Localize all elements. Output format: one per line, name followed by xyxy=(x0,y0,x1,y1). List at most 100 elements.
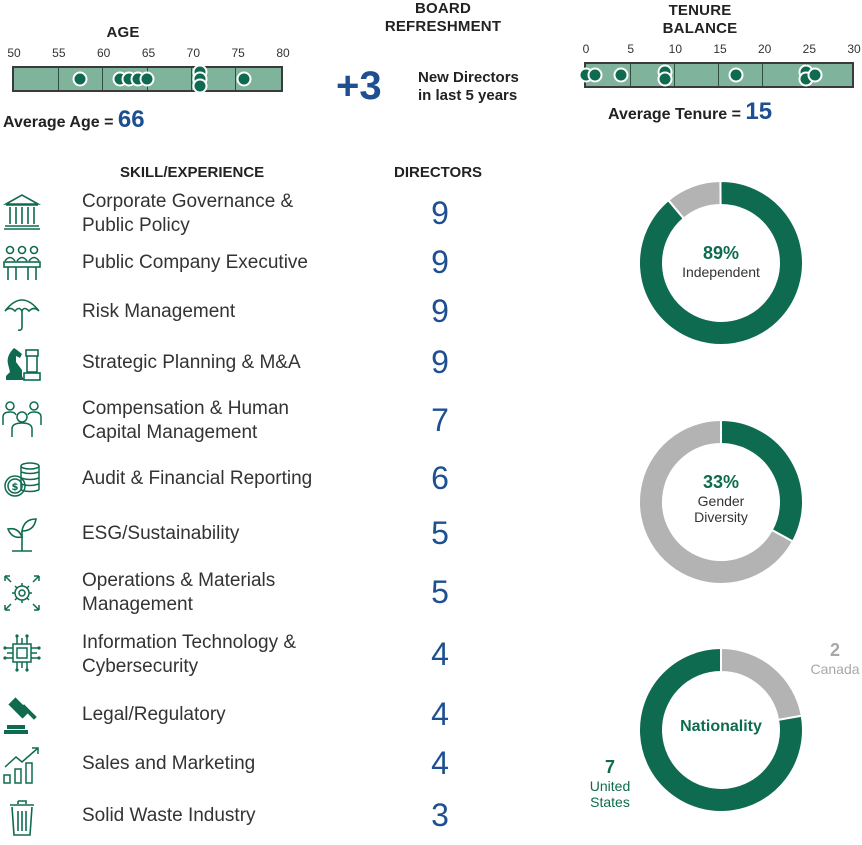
united-states-count: 7 xyxy=(604,757,615,777)
skill-label: ESG/Sustainability xyxy=(82,523,240,544)
skill-count: 9 xyxy=(431,195,449,231)
coin-stacks-icon: $ xyxy=(4,462,40,497)
tenure-tick-label: 20 xyxy=(757,42,772,56)
united-states-label: 7 United States xyxy=(580,756,640,810)
gender-diversity-caption-2: Diversity xyxy=(694,509,748,525)
gender-diversity-percent: 33% xyxy=(702,472,740,492)
skill-row: Corporate Governance & Public Policy 9 xyxy=(0,190,500,240)
canada-count: 2 xyxy=(829,640,840,660)
age-tick-label: 80 xyxy=(276,46,290,60)
skill-row: Public Company Executive 9 xyxy=(0,242,500,292)
trash-bin-icon xyxy=(10,800,34,836)
skill-row: Operations & Materials Management 5 xyxy=(0,569,500,619)
gender-diversity-donut xyxy=(638,419,804,585)
skill-label: Audit & Financial Reporting xyxy=(82,468,313,489)
skill-row: Risk Management 9 xyxy=(0,291,500,341)
skill-label: Corporate Governance & Public Policy xyxy=(82,191,294,236)
skill-count: 9 xyxy=(431,344,449,380)
age-gridline xyxy=(58,68,60,90)
gavel-icon xyxy=(4,697,37,734)
microchip-icon xyxy=(3,634,41,672)
umbrella-icon xyxy=(4,299,40,331)
skill-column-header: SKILL/EXPERIENCE xyxy=(120,164,265,181)
svg-text:$: $ xyxy=(12,482,19,493)
gear-arrows-icon xyxy=(4,575,40,611)
skill-count: 6 xyxy=(431,460,449,496)
age-gridline xyxy=(102,68,104,90)
tenure-data-point xyxy=(613,67,629,83)
gender-diversity-slice xyxy=(638,419,795,585)
tenure-title: TENURE BALANCE xyxy=(650,2,750,38)
age-gridline xyxy=(234,68,236,90)
age-scale xyxy=(12,64,283,94)
gender-diversity-donut-label: 33% Gender Diversity xyxy=(668,472,774,525)
skill-row: ESG/Sustainability 5 xyxy=(0,513,500,563)
skill-label: Risk Management xyxy=(82,301,236,322)
age-data-point xyxy=(192,78,207,94)
directors-column-header: DIRECTORS xyxy=(394,164,483,181)
nationality-slice xyxy=(638,647,804,813)
tenure-tick-label: 0 xyxy=(582,42,590,56)
skill-row: Information Technology & Cybersecurity 4 xyxy=(0,631,500,681)
gender-diversity-caption-1: Gender xyxy=(697,493,745,509)
government-building-icon xyxy=(2,194,42,230)
tenure-tick-label: 15 xyxy=(713,42,727,56)
skill-count: 5 xyxy=(431,574,449,610)
age-data-point xyxy=(236,71,252,87)
chess-pieces-icon xyxy=(6,348,41,381)
skill-count: 9 xyxy=(431,293,449,329)
age-data-point xyxy=(139,71,154,87)
skill-label: Sales and Marketing xyxy=(82,753,256,774)
age-title: AGE xyxy=(106,24,140,41)
skill-label: Information Technology & Cybersecurity xyxy=(82,632,297,677)
skill-count: 9 xyxy=(431,244,449,280)
average-age: Average Age = 66 xyxy=(3,106,145,134)
tenure-scale xyxy=(578,62,854,88)
skill-label: Strategic Planning & M&A xyxy=(82,352,301,373)
average-tenure: Average Tenure = 15 xyxy=(608,98,772,126)
refreshment-title-line2: REFRESHMENT xyxy=(384,18,502,35)
tenure-gridline xyxy=(718,64,719,86)
age-tick-label: 70 xyxy=(186,46,201,60)
independence-percent: 89% xyxy=(702,243,740,263)
tenure-gridline xyxy=(674,64,675,86)
skill-row: Strategic Planning & M&A 9 xyxy=(0,342,500,392)
new-directors-caption-line1: New Directors xyxy=(418,69,519,86)
sprout-icon xyxy=(6,518,37,552)
tenure-title-line2: BALANCE xyxy=(662,20,738,37)
skill-count: 4 xyxy=(431,745,449,781)
skill-row: Compensation & Human Capital Management … xyxy=(0,397,500,447)
nationality-caption: Nationality xyxy=(680,718,762,735)
new-directors-count: +3 xyxy=(336,64,382,108)
tenure-gridline xyxy=(630,64,631,86)
skill-count: 5 xyxy=(431,515,449,551)
skill-row: Solid Waste Industry 3 xyxy=(0,795,500,845)
people-icon xyxy=(2,401,42,437)
independence-slice xyxy=(638,180,804,346)
average-age-label: Average Age = xyxy=(3,114,114,131)
refreshment-title: BOARD REFRESHMENT xyxy=(368,0,518,36)
tenure-tick-label: 25 xyxy=(802,42,817,56)
age-tick-label: 50 xyxy=(7,46,21,60)
canada-text: Canada xyxy=(810,661,860,677)
boardroom-icon xyxy=(3,245,41,280)
nationality-slice xyxy=(720,647,803,722)
skill-row: Sales and Marketing 4 xyxy=(0,743,500,793)
united-states-text-2: States xyxy=(590,794,630,810)
skill-row: $ Audit & Financial Reporting 6 xyxy=(0,458,500,508)
age-tick-label: 75 xyxy=(231,46,245,60)
nationality-donut xyxy=(638,647,804,813)
skill-count: 4 xyxy=(431,636,449,672)
average-age-value: 66 xyxy=(117,106,145,133)
tenure-data-point xyxy=(807,67,823,83)
skill-count: 3 xyxy=(431,797,449,833)
independence-caption: Independent xyxy=(682,264,760,280)
united-states-text-1: United xyxy=(589,778,631,794)
tenure-gridline xyxy=(762,64,763,86)
new-directors-caption: New Directors in last 5 years xyxy=(418,69,519,105)
age-gridline xyxy=(190,68,192,90)
tenure-tick-label: 5 xyxy=(627,42,634,56)
tenure-data-point xyxy=(587,67,603,83)
tenure-title-line1: TENURE xyxy=(668,2,732,19)
tenure-data-point xyxy=(728,67,744,83)
